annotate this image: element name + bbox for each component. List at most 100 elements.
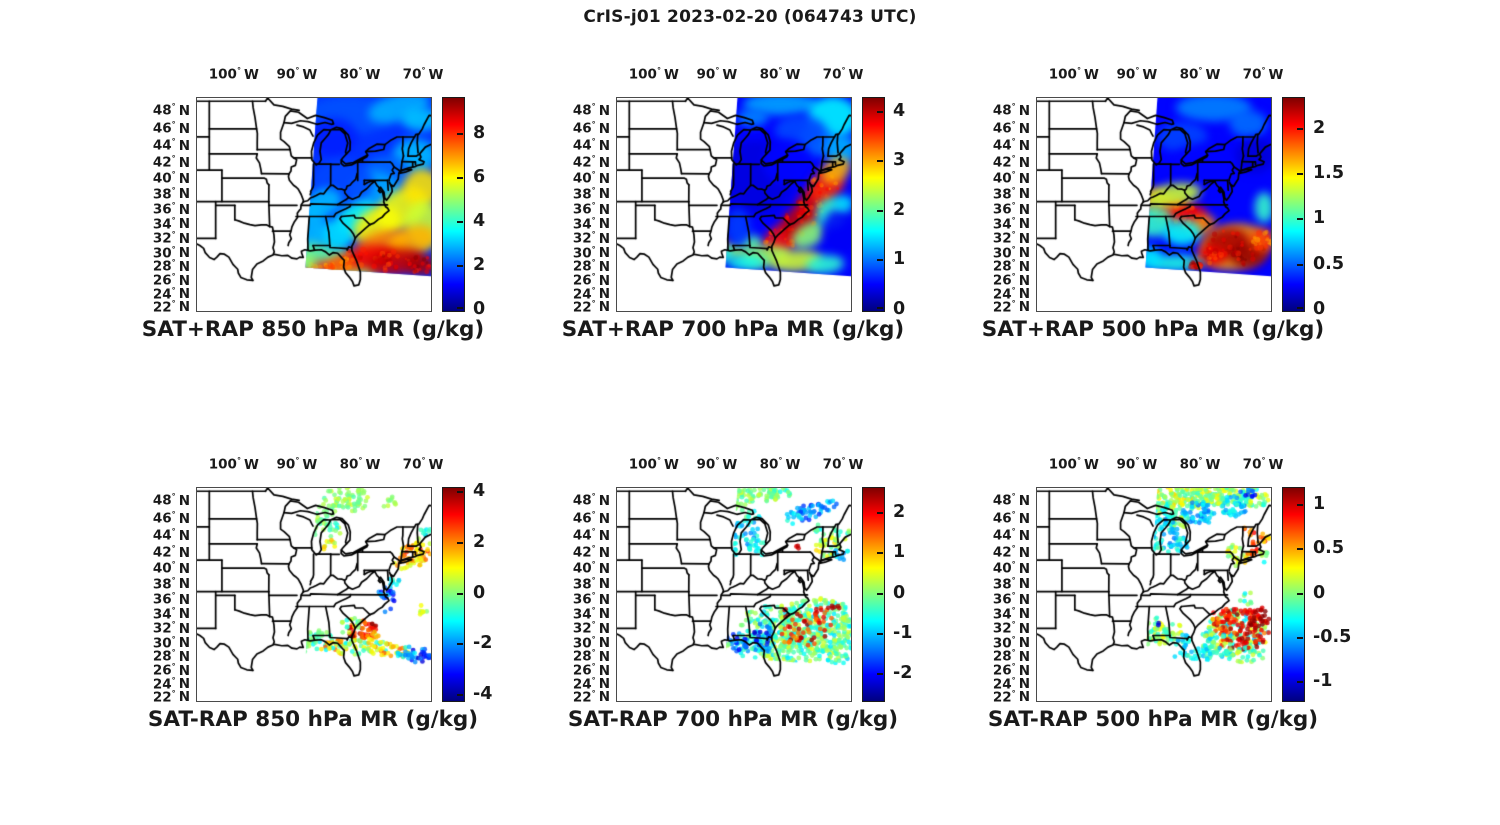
colorbar-tick-label: 1.5 [1313, 163, 1345, 184]
lat-tick-label: 40° N [572, 169, 610, 187]
colorbar [1282, 487, 1305, 702]
colorbar-tick-mark [1297, 636, 1303, 639]
lat-tick-label: 44° N [992, 526, 1030, 544]
colorbar-tick-label: 0 [473, 582, 486, 603]
map-canvas [196, 487, 432, 702]
lat-tick-label: 44° N [992, 136, 1030, 154]
lon-tick-label: 90° W [276, 65, 318, 83]
colorbar-tick-mark [877, 307, 883, 309]
colorbar [1282, 97, 1305, 312]
colorbar-tick-mark [877, 552, 883, 555]
lat-tick-label: 46° N [572, 509, 610, 527]
lat-tick-label: 28° N [152, 257, 190, 275]
colorbar-tick-label: 1 [1313, 208, 1326, 229]
lon-tick-label: 70° W [402, 65, 444, 83]
lat-tick-label: 30° N [572, 633, 610, 652]
lat-tick-label: 42° N [992, 153, 1030, 171]
colorbar-tick-mark [1297, 503, 1303, 506]
panel-sat-plus-rap-700: SAT+RAP 700 hPa MR (g/kg) 100° W 90° W 80° W 7… [540, 57, 960, 369]
colorbar-tick-label: 2 [1313, 117, 1326, 138]
colorbar-tick-label: 3 [893, 150, 906, 171]
lat-tick-label: 26° N [572, 271, 610, 289]
lat-tick-label: 34° N [992, 604, 1030, 623]
colorbar-tick-mark [1297, 307, 1303, 309]
colorbar-tick-label: 2 [473, 531, 486, 552]
lon-tick-label: 100° W [208, 65, 259, 83]
lat-tick-label: 28° N [572, 647, 610, 665]
lat-tick-label: 48° N [992, 101, 1030, 119]
lon-tick-label: 100° W [208, 455, 259, 473]
panel-title: SAT-RAP 850 hPa MR (g/kg) [147, 707, 479, 732]
colorbar-tick-label: -2 [473, 633, 493, 654]
panel-title: SAT-RAP 500 hPa MR (g/kg) [987, 707, 1319, 732]
lat-tick-label: 30° N [992, 633, 1030, 652]
lat-tick-label: 24° N [992, 674, 1030, 693]
lat-tick-label: 24° N [572, 284, 610, 303]
lat-tick-label: 36° N [152, 200, 190, 218]
lat-tick-label: 36° N [992, 590, 1030, 608]
colorbar-tick-label: 8 [473, 123, 486, 144]
lat-tick-label: 24° N [152, 284, 190, 303]
lat-tick-label: 32° N [572, 229, 610, 247]
colorbar-tick-mark [877, 632, 883, 635]
lon-tick-label: 80° W [759, 455, 801, 473]
lat-tick-label: 48° N [572, 101, 610, 119]
colorbar-tick-mark [457, 221, 463, 224]
colorbar-tick-mark [457, 693, 463, 696]
lat-tick-label: 40° N [992, 559, 1030, 577]
lat-tick-label: 38° N [152, 574, 190, 593]
lat-tick-label: 28° N [992, 257, 1030, 275]
lat-tick-label: 24° N [992, 284, 1030, 303]
lat-tick-label: 42° N [152, 153, 190, 171]
colorbar [862, 97, 885, 312]
lat-tick-label: 26° N [152, 271, 190, 289]
lon-tick-label: 90° W [696, 455, 738, 473]
lat-tick-label: 44° N [152, 136, 190, 154]
panel-title: SAT-RAP 700 hPa MR (g/kg) [567, 707, 899, 732]
lat-tick-label: 46° N [992, 509, 1030, 527]
colorbar-tick-label: 1 [893, 249, 906, 270]
panel-sat-minus-rap-700: SAT-RAP 700 hPa MR (g/kg) 100° W 90° W 80° W 7… [540, 447, 960, 759]
lat-tick-label: 34° N [152, 214, 190, 233]
lat-tick-label: 32° N [572, 619, 610, 637]
colorbar-tick-label: 0 [1313, 582, 1326, 603]
lon-tick-label: 90° W [1116, 65, 1158, 83]
map-canvas [1036, 487, 1272, 702]
lon-tick-label: 70° W [1242, 65, 1284, 83]
map-canvas [616, 97, 852, 312]
colorbar-tick-mark [457, 643, 463, 646]
colorbar-tick-label: 2 [473, 255, 486, 276]
colorbar-tick-mark [1297, 173, 1303, 176]
colorbar-tick-label: 4 [473, 481, 486, 502]
lon-tick-label: 80° W [339, 455, 381, 473]
lon-tick-label: 80° W [1179, 65, 1221, 83]
colorbar-tick-mark [457, 177, 463, 180]
lat-tick-label: 42° N [572, 153, 610, 171]
colorbar-tick-mark [877, 259, 883, 262]
lat-tick-label: 22° N [152, 687, 190, 706]
lat-tick-label: 48° N [152, 491, 190, 509]
colorbar-tick-mark [877, 209, 883, 212]
colorbar-tick-label: 0.5 [1313, 253, 1345, 274]
lat-tick-label: 28° N [992, 647, 1030, 665]
lat-tick-label: 48° N [572, 491, 610, 509]
lat-tick-label: 46° N [572, 119, 610, 137]
colorbar-tick-label: -1 [893, 622, 913, 643]
lat-tick-label: 48° N [152, 101, 190, 119]
lat-tick-label: 28° N [152, 647, 190, 665]
panel-title: SAT+RAP 850 hPa MR (g/kg) [141, 317, 485, 342]
lat-tick-label: 34° N [992, 214, 1030, 233]
lat-tick-label: 34° N [152, 604, 190, 623]
map-canvas [196, 97, 432, 312]
lat-tick-label: 36° N [572, 590, 610, 608]
lat-tick-label: 22° N [152, 297, 190, 316]
colorbar-tick-mark [1297, 548, 1303, 551]
colorbar-tick-label: 0 [893, 582, 906, 603]
colorbar-tick-mark [457, 133, 463, 136]
lon-tick-label: 90° W [696, 65, 738, 83]
colorbar-tick-mark [877, 110, 883, 113]
colorbar-tick-label: 4 [473, 211, 486, 232]
lat-tick-label: 40° N [152, 169, 190, 187]
figure-title: CrIS-j01 2023-02-20 (064743 UTC) [583, 7, 917, 27]
colorbar-tick-mark [1297, 218, 1303, 221]
